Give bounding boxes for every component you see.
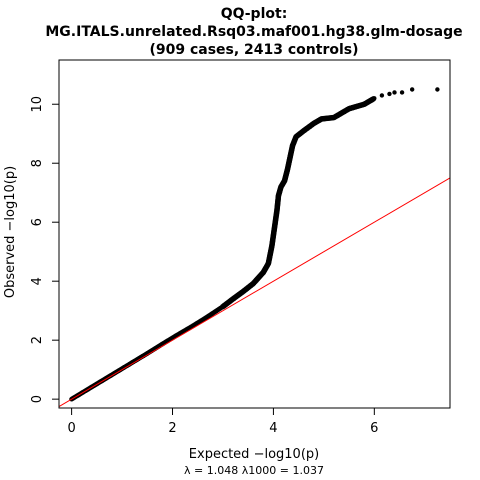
data-point (387, 91, 392, 97)
plot-inner (59, 87, 450, 407)
data-point (409, 87, 415, 92)
data-point (399, 90, 405, 95)
data-point (379, 93, 385, 98)
y-tick-label: 6 (30, 218, 45, 226)
axes: 0 2 4 6 0 2 4 6 8 10 (30, 59, 451, 436)
x-tick-label: 2 (168, 421, 176, 436)
chart-title-line-2: MG.ITALS.unrelated.Rsq03.maf001.hg38.glm… (45, 24, 462, 40)
data-points (69, 87, 440, 402)
x-tick-label: 6 (370, 421, 378, 436)
y-axis-title: Observed −log10(p) (3, 166, 18, 298)
y-tick-label: 2 (30, 336, 45, 344)
y-tick-label: 10 (30, 96, 45, 113)
data-point (372, 96, 377, 101)
y-tick-label: 8 (30, 159, 45, 167)
chart-title-line-1: QQ-plot: (221, 6, 288, 22)
reference-line (59, 177, 450, 407)
y-tick-label: 0 (30, 395, 45, 403)
x-tick-label: 4 (269, 421, 277, 436)
y-tick-label: 4 (30, 277, 45, 285)
data-point (435, 87, 440, 92)
chart-title-line-3: (909 cases, 2413 controls) (149, 42, 358, 58)
x-tick-label: 0 (67, 421, 75, 436)
x-axis-title: Expected −log10(p) (189, 447, 319, 462)
lambda-annotation: λ = 1.048 λ1000 = 1.037 (184, 464, 324, 477)
data-point (392, 90, 397, 95)
plot-area (59, 87, 450, 407)
plot-border (58, 59, 451, 409)
